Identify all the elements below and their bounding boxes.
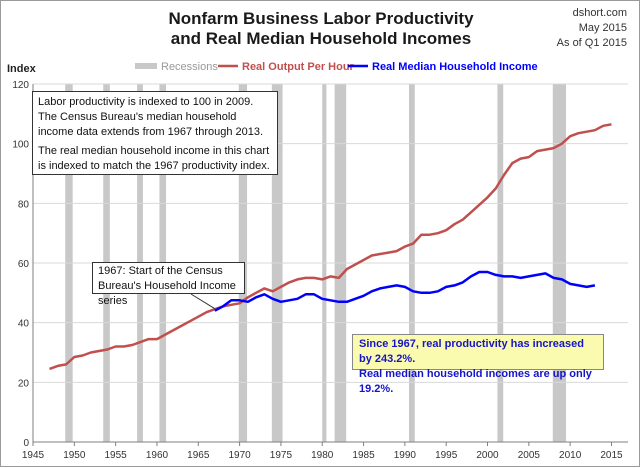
x-tick-label: 1985: [352, 450, 375, 461]
chart-subtitle: and Real Median Household Incomes: [170, 29, 472, 48]
x-tick-label: 2010: [559, 450, 582, 461]
note-1967-connector: [190, 293, 216, 310]
note-indexing: Labor productivity is indexed to 100 in …: [32, 91, 278, 175]
legend-swatch-recessions: [135, 63, 157, 69]
note-1967-start: 1967: Start of the Census Bureau's House…: [92, 262, 245, 307]
legend-label-household-income: Real Median Household Income: [372, 61, 538, 73]
x-tick-label: 1990: [394, 450, 417, 461]
x-tick-label: 1980: [311, 450, 334, 461]
legend-label-recessions: Recessions: [161, 61, 218, 73]
chart-title: Nonfarm Business Labor Productivity: [168, 9, 474, 28]
note-indexing-para-1: Labor productivity is indexed to 100 in …: [38, 96, 264, 138]
x-tick-label: 1960: [146, 450, 169, 461]
y-tick-label: 60: [18, 259, 30, 270]
y-tick-label: 80: [18, 199, 30, 210]
series-line-productivity: [49, 123, 612, 371]
x-tick-label: 2000: [476, 450, 499, 461]
note-indexing-para-2: The real median household income in this…: [38, 145, 270, 172]
y-tick-label: 40: [18, 319, 30, 330]
x-tick-label: 1995: [435, 450, 458, 461]
source-site: dshort.com: [572, 7, 627, 19]
y-axis-label: Index: [7, 63, 36, 75]
x-tick-label: 2015: [600, 450, 623, 461]
x-tick-label: 1975: [270, 450, 293, 461]
x-tick-label: 1965: [187, 450, 210, 461]
note-summary-line-1: Since 1967, real productivity has increa…: [359, 338, 584, 365]
y-tick-label: 0: [23, 438, 29, 449]
series-line-household-income: [214, 270, 596, 312]
x-tick-label: 1970: [228, 450, 251, 461]
source-asof: As of Q1 2015: [556, 37, 627, 49]
x-tick-label: 1955: [105, 450, 128, 461]
source-date: May 2015: [578, 22, 627, 34]
x-tick-label: 2005: [518, 450, 541, 461]
note-summary: Since 1967, real productivity has increa…: [352, 334, 604, 395]
note-summary-line-2: Real median household incomes are up onl…: [359, 368, 592, 395]
y-tick-label: 120: [12, 80, 29, 91]
y-tick-label: 100: [12, 140, 29, 151]
x-tick-label: 1945: [22, 450, 45, 461]
y-tick-label: 20: [18, 378, 30, 389]
x-tick-label: 1950: [63, 450, 86, 461]
legend-label-productivity: Real Output Per Hour: [242, 61, 355, 73]
